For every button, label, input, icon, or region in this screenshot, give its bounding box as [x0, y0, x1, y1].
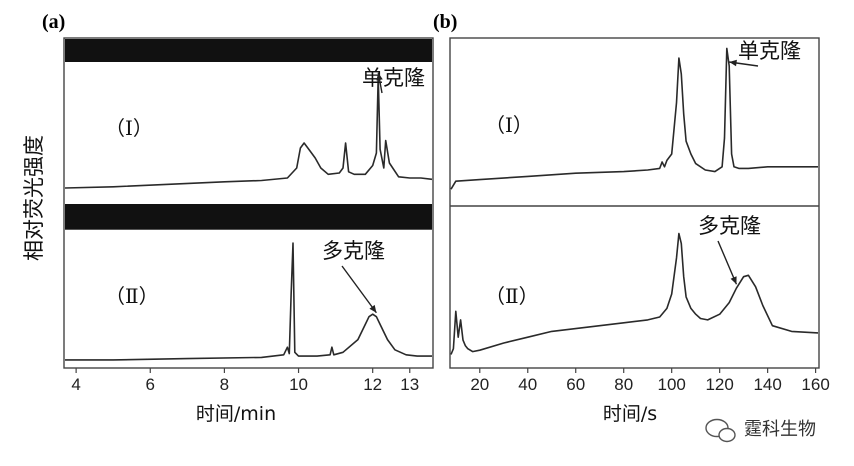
panel-a-letter: (a): [42, 11, 65, 33]
panel-a-frame: [63, 37, 434, 369]
wechat-icon: [705, 418, 736, 443]
panel-a-x-tick-label-13: 13: [400, 375, 419, 394]
panel-b-letter: (b): [433, 11, 457, 33]
panel-a-x-tick-label-6: 6: [146, 375, 155, 394]
panel-a-annotation-2: 多克隆: [322, 239, 385, 263]
panel-b-trace-2: [450, 232, 819, 355]
panel-a-trace-2: [65, 242, 432, 361]
panel-a-subplot-label-2: （Ⅱ）: [105, 284, 159, 308]
y-axis-label: 相对荧光强度: [22, 135, 46, 261]
labels-layer: 4 6 8 10 12 13 （Ⅰ） 单克隆 （Ⅱ） 多克隆 20 40 60 80 100 120 140 16…: [71, 39, 829, 394]
panel-b-annotation-arrowhead-2: [730, 276, 737, 285]
panel-a-x-tick-label-8: 8: [220, 375, 229, 394]
panel-a-mid-header-bar: [65, 204, 432, 229]
panel-b-x-tick-label-20: 20: [470, 375, 489, 394]
panel-b-trace-1: [450, 47, 818, 190]
panel-b-x-tick-label-60: 60: [566, 375, 585, 394]
panel-b-x-tick-label-140: 140: [753, 375, 781, 394]
panel-b-x-tick-label-80: 80: [614, 375, 633, 394]
panel-a-annotation-arrowhead-2: [369, 304, 377, 313]
panel-b-annotation-arrowhead-1: [729, 59, 737, 67]
panel-b-annotation-arrow-2: [717, 240, 738, 285]
panel-b-x-tick-label-120: 120: [705, 375, 733, 394]
panel-b-subplot-label-2: （Ⅱ）: [485, 284, 539, 308]
panel-b-x-axis-label: 时间/s: [603, 403, 657, 425]
panel-a-subplot-label-1: （Ⅰ）: [105, 116, 153, 140]
panel-b-frame: [449, 37, 820, 369]
panel-b-x-tick-label-160: 160: [801, 375, 829, 394]
panel-a-annotation-1: 单克隆: [362, 66, 425, 90]
panel-a-x-tick-label-12: 12: [363, 375, 382, 394]
panel-b-annotation-2: 多克隆: [698, 214, 761, 238]
panel-a-top-header-bar: [65, 39, 432, 62]
traces-layer: [64, 47, 819, 361]
watermark: 霆科生物: [705, 418, 816, 443]
panel-a-annotation-arrow-2: [341, 265, 377, 314]
panel-b-x-tick-label-100: 100: [657, 375, 685, 394]
panel-a-x-axis-label: 时间/min: [196, 403, 276, 425]
panel-a-trace-1: [64, 76, 433, 189]
panel-a-annotation-arrowhead-1: [376, 72, 383, 81]
panel-b-subplot-label-1: （Ⅰ）: [485, 113, 533, 137]
panel-a-x-tick-label-10: 10: [289, 375, 308, 394]
watermark-text: 霆科生物: [744, 419, 816, 440]
panel-a-divider: [65, 229, 432, 230]
panel-a-x-tick-label-4: 4: [71, 375, 80, 394]
panel-b-annotation-1: 单克隆: [738, 39, 801, 63]
panel-b-x-tick-label-40: 40: [518, 375, 537, 394]
